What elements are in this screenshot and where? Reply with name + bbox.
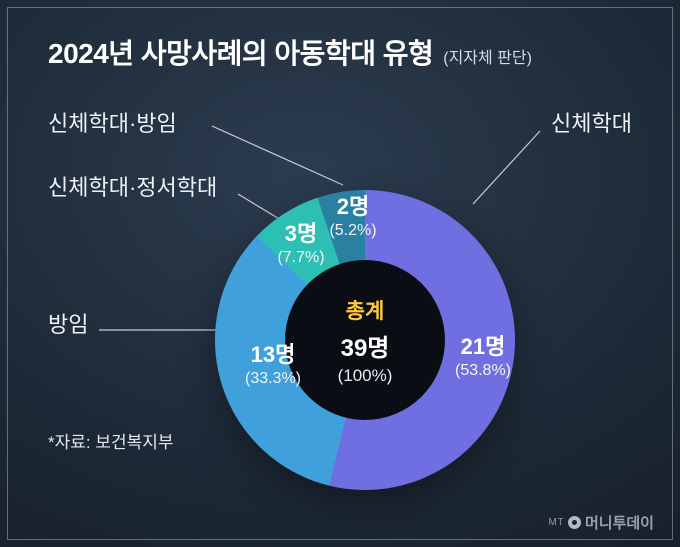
callout-label-physical: 신체학대 xyxy=(551,111,632,136)
segment-percent: (5.2%) xyxy=(329,221,377,239)
callout-label-neglect: 방임 xyxy=(48,312,89,337)
leader-line-physical-emotional xyxy=(237,193,282,221)
callout-label-physical-neglect: 신체학대·방임 xyxy=(48,111,177,136)
segment-label-physical: 21명 (53.8%) xyxy=(455,333,511,381)
total-value: 39명 xyxy=(340,334,390,362)
donut-chart: 총계 39명 (100%) xyxy=(215,190,515,490)
total-percent: (100%) xyxy=(337,365,393,385)
segment-percent: (53.8%) xyxy=(454,361,512,379)
page-subtitle: (지자체 판단) xyxy=(443,50,532,67)
total-label: 총계 xyxy=(345,299,385,323)
donut-center: 총계 39명 (100%) xyxy=(285,260,445,420)
logo-mt-text: MT xyxy=(548,517,564,528)
logo-circle-icon xyxy=(567,516,581,529)
logo-name-text: 머니투데이 xyxy=(584,515,654,532)
header: 2024년 사망사례의 아동학대 유형 (지자체 판단) xyxy=(48,32,532,72)
page-title: 2024년 사망사례의 아동학대 유형 xyxy=(48,38,434,69)
segment-value: 2명 xyxy=(336,194,370,219)
source-note: *자료: 보건복지부 xyxy=(48,433,174,452)
segment-value: 21명 xyxy=(460,334,506,359)
leader-line-physical-neglect xyxy=(211,125,344,186)
leader-line-physical xyxy=(472,130,541,205)
segment-label-neglect: 13명 (33.3%) xyxy=(245,341,301,389)
publisher-logo: MT 머니투데이 xyxy=(549,512,654,533)
segment-label-physical-neglect: 2명 (5.2%) xyxy=(329,193,376,241)
callout-label-physical-emotional: 신체학대·정서학대 xyxy=(48,175,218,200)
segment-value: 13명 xyxy=(250,342,296,367)
segment-label-physical-emotional: 3명 (7.7%) xyxy=(277,220,324,268)
segment-percent: (7.7%) xyxy=(277,248,325,266)
segment-value: 3명 xyxy=(284,221,318,246)
segment-percent: (33.3%) xyxy=(244,369,302,387)
